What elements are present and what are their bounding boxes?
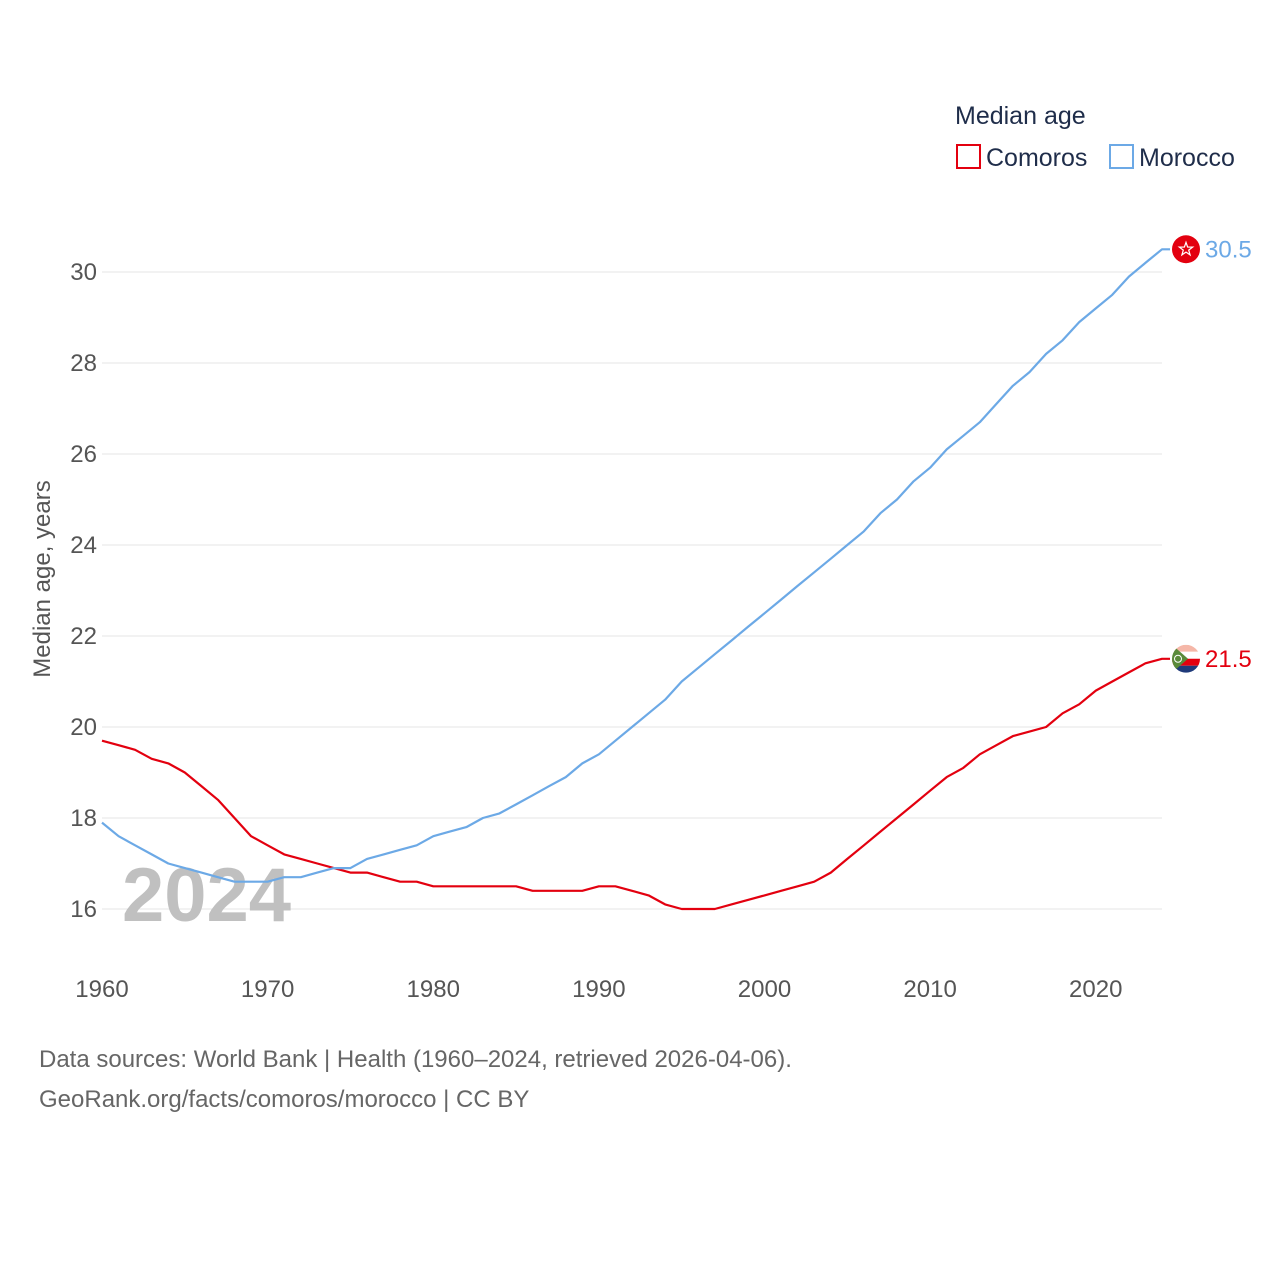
legend-item-morocco[interactable]: Morocco [1109,144,1235,172]
series-endpoints: 21.5 30.5 [1172,235,1252,673]
y-tick-label-16: 16 [70,896,97,923]
y-axis-title: Median age, years [29,480,56,677]
morocco-flag-icon [1172,235,1200,264]
data-source-note: Data sources: World Bank | Health (1960–… [39,1046,792,1073]
end-label-comoros: 21.5 [1205,646,1252,673]
y-axis-ticks: 16 18 20 22 24 26 28 30 [70,259,97,923]
x-tick-label-1990: 1990 [572,976,625,1003]
end-label-morocco: 30.5 [1205,236,1252,263]
y-tick-label-18: 18 [70,805,97,832]
series-line-comoros[interactable] [101,657,1170,911]
line-chart: 16 18 20 22 24 26 28 30 1960 1970 1980 1990 2000 201… [29,102,1252,1003]
y-tick-label-22: 22 [70,623,97,650]
legend-label-morocco: Morocco [1139,144,1235,172]
comoros-flag-icon [1172,644,1200,673]
x-tick-label-2000: 2000 [738,976,791,1003]
y-tick-label-24: 24 [70,532,97,559]
series-line-morocco[interactable] [101,248,1170,883]
y-tick-label-20: 20 [70,714,97,741]
legend-swatch-comoros [956,144,981,169]
x-axis-ticks: 1960 1970 1980 1990 2000 2010 2020 [75,976,1122,1003]
x-tick-label-1960: 1960 [75,976,128,1003]
current-year-watermark: 2024 [122,853,291,938]
x-tick-label-2020: 2020 [1069,976,1122,1003]
chart-footer: Data sources: World Bank | Health (1960–… [39,1040,792,1120]
y-tick-label-26: 26 [70,441,97,468]
legend-title: Median age [955,102,1086,130]
legend: Median age Comoros Morocco [955,102,1235,172]
y-tick-label-30: 30 [70,259,97,286]
legend-item-comoros[interactable]: Comoros [956,144,1087,172]
grid-lines [102,271,1162,910]
y-tick-label-28: 28 [70,350,97,377]
legend-label-comoros: Comoros [986,144,1087,172]
series-lines [101,248,1170,911]
legend-swatch-morocco [1109,144,1134,169]
x-tick-label-1980: 1980 [407,976,460,1003]
attribution-link[interactable]: GeoRank.org/facts/comoros/morocco | CC B… [39,1086,530,1113]
x-tick-label-2010: 2010 [903,976,956,1003]
x-tick-label-1970: 1970 [241,976,294,1003]
